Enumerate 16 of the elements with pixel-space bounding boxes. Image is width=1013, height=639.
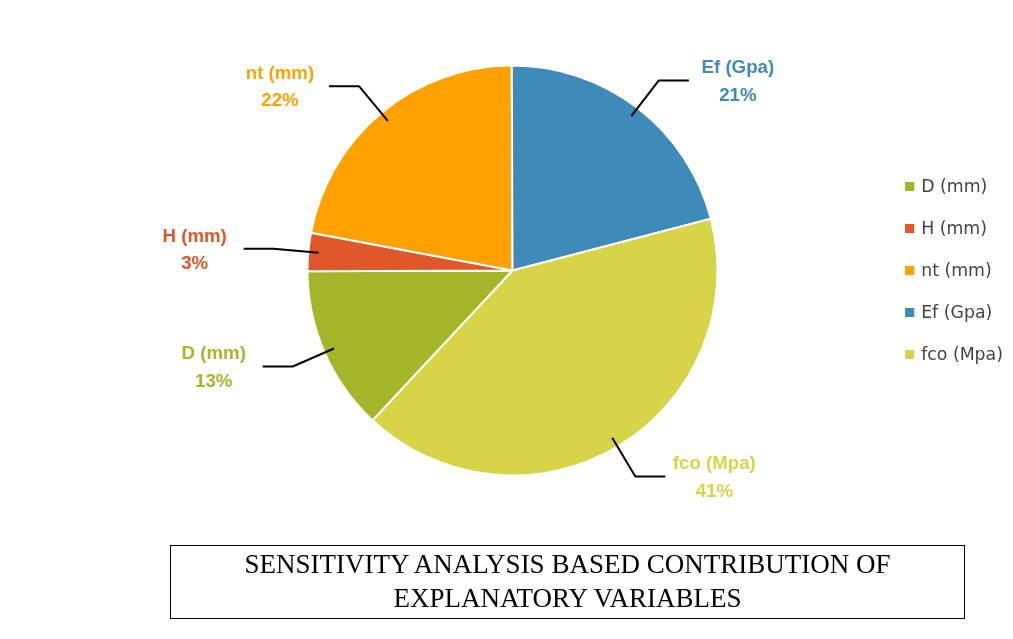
legend-label: nt (mm)	[921, 260, 992, 280]
legend-label: Ef (Gpa)	[921, 302, 993, 322]
legend-label: H (mm)	[921, 218, 987, 238]
slice-label: H (mm)	[162, 224, 227, 246]
data-label: 13%	[195, 369, 233, 391]
slice-label: D (mm)	[181, 342, 246, 364]
data-label: 22%	[261, 89, 300, 111]
slice-label: Ef (Gpa)	[701, 56, 775, 78]
legend-label: D (mm)	[921, 176, 988, 196]
text: SENSITIVITY ANALYSIS BASED CONTRIBUTION OF EXPLANATORY VARIABLES	[243, 548, 892, 615]
data-label: 41%	[695, 479, 734, 501]
data-label: 21%	[719, 83, 757, 105]
slice-label: fco (Mpa)	[672, 452, 756, 474]
slice-label: nt (mm)	[245, 62, 315, 84]
data-label: 3%	[181, 251, 209, 273]
legend-label: fco (Mpa)	[921, 344, 1003, 364]
